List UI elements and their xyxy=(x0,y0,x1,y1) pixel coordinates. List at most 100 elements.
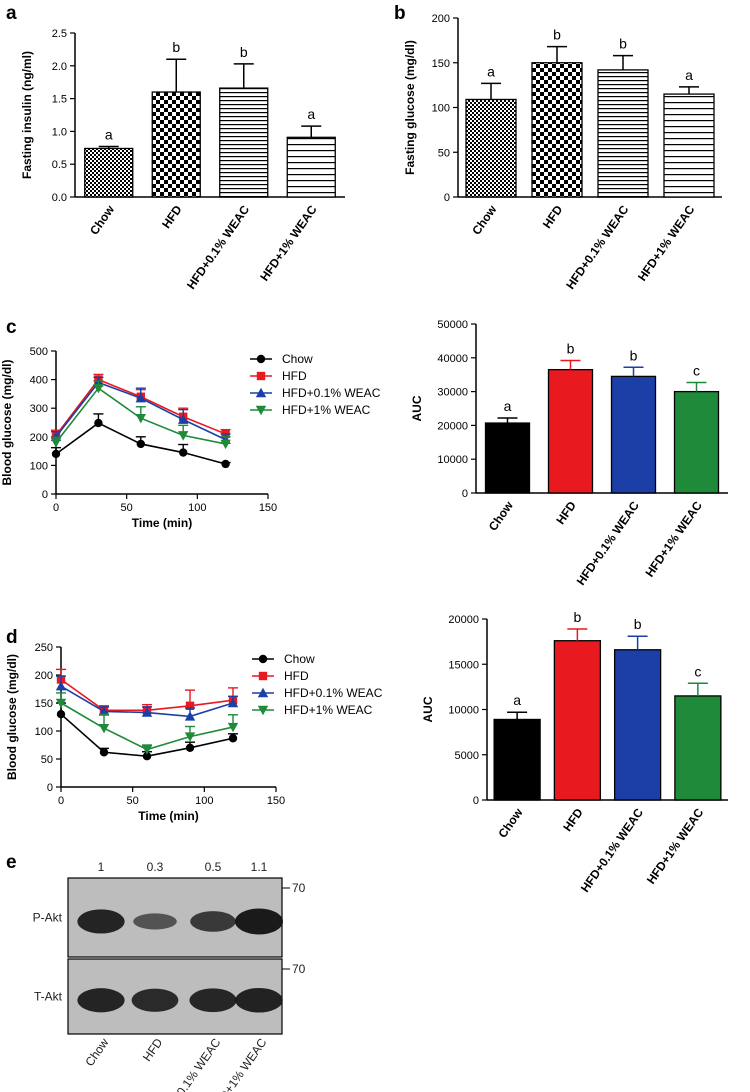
chart-itt-auc: 0 5000 10000 15000 20000 AUC a Chow b HFD b HFD+0.1… xyxy=(421,609,728,895)
significance-letter: b xyxy=(634,616,642,632)
data-point xyxy=(258,671,268,681)
category-label: Chow xyxy=(87,202,118,237)
significance-letter: a xyxy=(513,692,521,708)
bar xyxy=(219,87,269,198)
y-axis-label: Fasting insulin (ng/ml) xyxy=(20,51,34,179)
band-ratio: 1 xyxy=(98,860,105,874)
data-point xyxy=(141,707,153,717)
legend-label: HFD+1% WEAC xyxy=(282,403,371,417)
y-tick-label: 20000 xyxy=(448,614,479,626)
chart-fasting-insulin: 0.0 0.5 1.0 1.5 2.0 2.5 Fasting insulin (ng/ml… xyxy=(20,28,345,292)
blot-band xyxy=(131,988,179,1012)
y-tick-label: 0 xyxy=(473,795,479,807)
data-point xyxy=(184,711,196,721)
significance-letter: b xyxy=(573,609,581,625)
data-point xyxy=(178,414,189,424)
bar xyxy=(553,640,602,801)
y-tick-label: 15000 xyxy=(448,659,479,671)
y-tick-label: 50000 xyxy=(437,319,468,331)
legend-label: HFD+0.1% WEAC xyxy=(282,386,381,400)
significance-letter: b xyxy=(567,341,575,357)
legend-label: HFD+0.1% WEAC xyxy=(284,686,383,700)
x-tick-label: 150 xyxy=(267,795,285,807)
x-tick-label: 150 xyxy=(259,502,277,514)
y-tick-label: 10000 xyxy=(437,454,468,466)
data-point xyxy=(56,710,66,719)
y-tick-label: 300 xyxy=(30,403,48,415)
y-tick-label: 500 xyxy=(30,346,48,358)
data-point xyxy=(51,449,61,459)
y-axis-label: Fasting glucose (mg/dl) xyxy=(403,40,417,175)
data-point xyxy=(255,387,267,398)
significance-letter: b xyxy=(630,347,638,363)
data-point xyxy=(98,706,110,716)
y-tick-label: 200 xyxy=(30,432,48,444)
y-tick-label: 10000 xyxy=(448,705,479,717)
y-axis-label: AUC xyxy=(410,395,424,421)
significance-letter: b xyxy=(240,44,248,60)
data-point xyxy=(220,439,231,450)
mw-marker-label: 70 xyxy=(292,881,306,895)
data-point xyxy=(185,701,195,710)
data-point xyxy=(227,722,239,733)
y-tick-label: 100 xyxy=(35,726,53,738)
category-label: Chow xyxy=(495,805,526,840)
x-axis-label: Time (min) xyxy=(138,809,198,823)
x-tick-label: 50 xyxy=(121,502,133,514)
band-ratio: 1.1 xyxy=(251,860,268,874)
bar xyxy=(465,98,517,198)
significance-letter: a xyxy=(307,106,315,122)
data-point xyxy=(135,392,146,403)
y-tick-label: 2.0 xyxy=(52,61,67,73)
bar xyxy=(484,422,531,494)
significance-letter: a xyxy=(105,126,113,142)
y-tick-label: 50 xyxy=(41,754,53,766)
category-label: HFD xyxy=(553,498,579,527)
y-tick-label: 30000 xyxy=(437,387,468,399)
panel-letter-c: c xyxy=(6,317,17,338)
mw-marker-label: 70 xyxy=(292,962,306,976)
panel-letter-b: b xyxy=(394,3,406,24)
chart-fasting-glucose: 0 50 100 150 200 Fasting glucose (mg/dl) a Chow… xyxy=(403,13,722,292)
data-point xyxy=(99,748,109,757)
significance-letter: c xyxy=(694,663,701,679)
lane-label: HFD+0.1% WEAC xyxy=(156,1035,224,1092)
data-point xyxy=(228,734,238,743)
y-tick-label: 400 xyxy=(30,375,48,387)
y-tick-label: 1.5 xyxy=(52,94,67,106)
bar xyxy=(84,147,134,198)
y-tick-label: 0 xyxy=(444,192,450,204)
category-label: Chow xyxy=(469,202,500,237)
category-label: HFD+1% WEAC xyxy=(635,202,698,283)
data-point xyxy=(258,654,268,664)
data-point xyxy=(179,448,188,457)
y-tick-label: 0.5 xyxy=(52,159,67,171)
blot-row-label: T-Akt xyxy=(34,990,63,1004)
data-point xyxy=(55,698,67,709)
category-label: HFD+0.1% WEAC xyxy=(574,498,642,587)
category-label: HFD xyxy=(540,202,566,231)
data-point xyxy=(227,697,239,708)
data-point xyxy=(255,405,267,416)
panel-letter-e: e xyxy=(6,852,17,873)
blot-band xyxy=(235,987,283,1013)
data-point xyxy=(184,732,196,742)
bar xyxy=(663,93,715,198)
category-label: HFD+1% WEAC xyxy=(644,805,707,886)
y-tick-label: 200 xyxy=(35,670,53,682)
significance-letter: b xyxy=(619,36,627,52)
significance-letter: a xyxy=(487,63,495,79)
data-point xyxy=(178,431,189,441)
panel-letter-d: d xyxy=(6,627,18,648)
significance-letter: b xyxy=(553,27,561,43)
panel-letter-a: a xyxy=(6,3,17,24)
blot-band xyxy=(77,909,125,934)
blot-band xyxy=(77,988,125,1013)
y-tick-label: 100 xyxy=(432,103,450,115)
category-label: HFD+1% WEAC xyxy=(642,498,705,579)
category-label: HFD+0.1% WEAC xyxy=(578,805,646,894)
y-tick-label: 250 xyxy=(35,642,53,654)
data-point xyxy=(185,743,195,752)
y-axis-label: Blood glucose (mg/dl) xyxy=(5,654,19,780)
